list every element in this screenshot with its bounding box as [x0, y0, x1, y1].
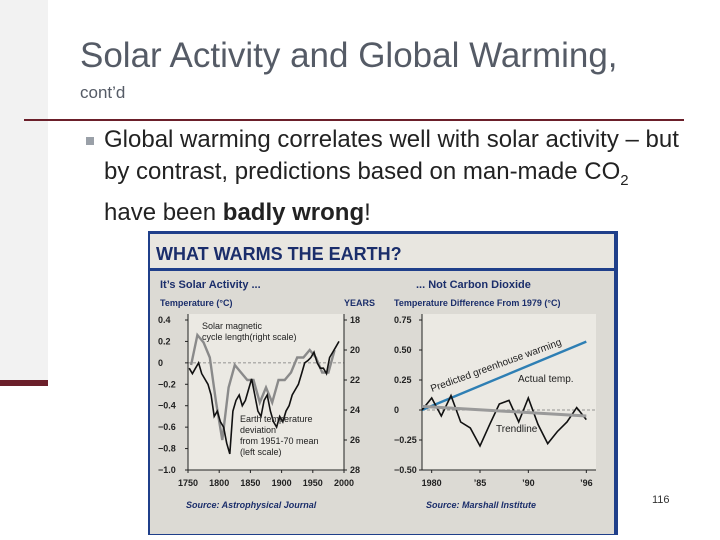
- right-chart-y-tick-label: −0.50: [394, 465, 417, 475]
- actual-temperature-line: [421, 393, 587, 448]
- left-chart-title: It’s Solar Activity ...: [160, 279, 261, 291]
- left-x-tick-label: 2000: [334, 478, 354, 488]
- bullet-text-main: Global warming correlates well with sola…: [104, 126, 679, 185]
- right-chart-y-tick-label: 0.25: [394, 375, 412, 385]
- trendline-annotation: Trendline: [496, 424, 538, 435]
- temperature-annotation-line: (left scale): [240, 447, 282, 457]
- actual-temp-annotation: Actual temp.: [518, 374, 574, 385]
- figure-headline-rule: [150, 268, 614, 271]
- figure-headline-band: [150, 234, 614, 268]
- right-plot-area: [422, 314, 596, 470]
- page-number: 116: [652, 494, 670, 506]
- right-chart-y-tick-label: −0.25: [394, 435, 417, 445]
- right-chart-x-tick-label: ’90: [522, 478, 535, 488]
- left-y-tick-label: 0.4: [158, 315, 171, 325]
- slide-subtitle: cont’d: [80, 83, 126, 102]
- bullet-subscript: 2: [620, 171, 629, 189]
- right-chart-title: ... Not Carbon Dioxide: [416, 279, 531, 291]
- left-x-tick-label: 1850: [240, 478, 260, 488]
- left-y-tick-label: −0.4: [158, 401, 176, 411]
- left-x-tick-label: 1750: [178, 478, 198, 488]
- figure-panel: WHAT WARMS THE EARTH? It’s Solar Activit…: [150, 234, 614, 534]
- right-y-tick-label: 26: [350, 435, 360, 445]
- left-y-tick-label: 0: [158, 358, 163, 368]
- earth-temperature-line: [188, 341, 340, 455]
- left-y-tick-label: 0.2: [158, 336, 171, 346]
- left-y-tick-label: −0.2: [158, 379, 176, 389]
- left-x-tick-label: 1900: [272, 478, 292, 488]
- left-y-axis-label: Temperature (°C): [160, 298, 232, 308]
- right-scale-label: YEARS: [344, 298, 375, 308]
- right-chart-x-tick-label: ’85: [474, 478, 487, 488]
- right-y-tick-label: 20: [350, 345, 360, 355]
- bullet-text-mid: have been: [104, 198, 223, 226]
- figure-headline: WHAT WARMS THE EARTH?: [156, 244, 402, 264]
- right-chart-y-tick-label: 0.50: [394, 345, 412, 355]
- left-y-tick-label: −0.6: [158, 422, 176, 432]
- temperature-annotation-line: from 1951-70 mean: [240, 436, 319, 446]
- right-chart-y-tick-label: 0.75: [394, 315, 412, 325]
- right-source-note: Source: Marshall Institute: [426, 500, 536, 510]
- figure-svg: WHAT WARMS THE EARTH? It’s Solar Activit…: [150, 234, 614, 510]
- bullet-text-end: !: [364, 198, 371, 226]
- bullet-text: Global warming correlates well with sola…: [104, 124, 684, 229]
- left-x-tick-label: 1800: [209, 478, 229, 488]
- left-source-note: Source: Astrophysical Journal: [186, 500, 317, 510]
- left-accent-panel: [0, 0, 48, 386]
- left-chart: It’s Solar Activity ... Temperature (°C) Y…: [158, 279, 375, 510]
- right-chart-x-tick-label: ’96: [580, 478, 593, 488]
- right-y-axis-label: Temperature Difference From 1979 (°C): [394, 298, 560, 308]
- left-accent-bar: [0, 380, 48, 386]
- slide-title: Solar Activity and Global Warming,: [80, 36, 618, 75]
- right-y-tick-label: 28: [350, 465, 360, 475]
- right-chart-y-tick-label: 0: [394, 405, 399, 415]
- right-y-tick-label: 24: [350, 405, 360, 415]
- bullet-bold-text: badly wrong: [222, 198, 365, 226]
- right-chart-x-tick-label: 1980: [422, 478, 442, 488]
- temperature-annotation: Earth temperature deviation from 1951-70 m…: [240, 414, 319, 457]
- left-y-tick-label: −1.0: [158, 465, 176, 475]
- solar-annotation-line: Solar magnetic: [202, 321, 263, 331]
- bullet-square-icon: [86, 137, 94, 145]
- solar-annotation: Solar magnetic cycle length(right scale): [202, 321, 297, 342]
- solar-annotation-line: cycle length(right scale): [202, 332, 297, 342]
- right-chart: ... Not Carbon Dioxide Temperature Differ…: [394, 279, 596, 510]
- temperature-annotation-line: deviation: [240, 425, 276, 435]
- solar-cycle-line: [189, 332, 336, 441]
- title-divider: [24, 119, 684, 121]
- trendline: [421, 404, 587, 418]
- left-y-tick-label: −0.8: [158, 444, 176, 454]
- left-x-tick-label: 1950: [303, 478, 323, 488]
- right-y-tick-label: 18: [350, 315, 360, 325]
- temperature-annotation-line: Earth temperature: [240, 414, 313, 424]
- right-y-tick-label: 22: [350, 375, 360, 385]
